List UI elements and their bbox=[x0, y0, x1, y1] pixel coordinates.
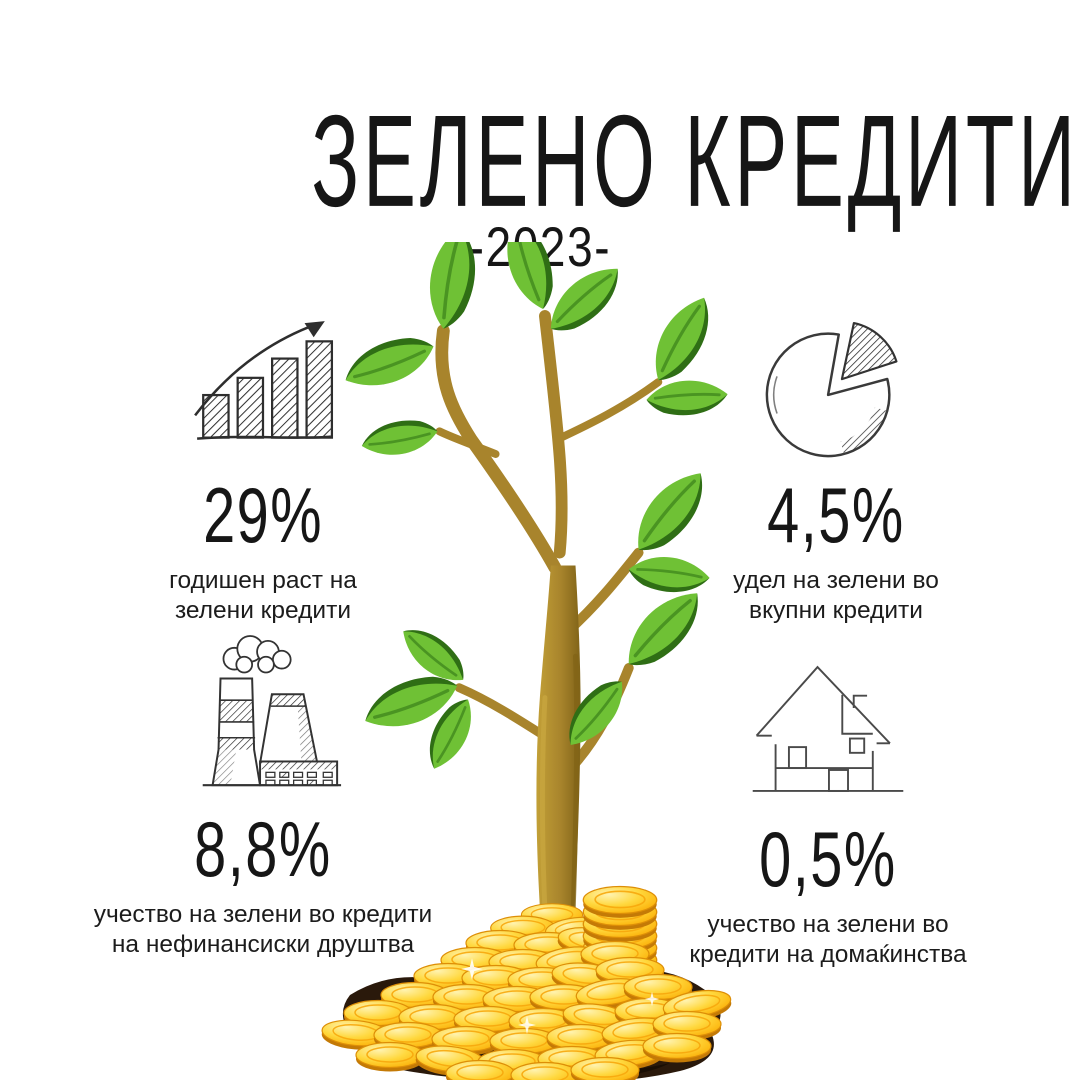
house-icon bbox=[747, 648, 909, 810]
stat-nonfinancial-companies: 8,8% учество на зелени во кредити на неф… bbox=[33, 634, 493, 961]
stat-households: 0,5% учество на зелени во кредити на дом… bbox=[628, 648, 1028, 971]
stat-share-of-total: 4,5% удел на зелени во вкупни кредити bbox=[636, 308, 1036, 627]
page-title-text: ЗЕЛЕНО КРЕДИТИРАЊЕ bbox=[311, 88, 1080, 235]
stat-value: 4,5% bbox=[767, 471, 905, 559]
stat-caption: удел на зелени во вкупни кредити bbox=[733, 567, 939, 625]
stat-value: 29% bbox=[203, 471, 323, 559]
stat-annual-growth: 29% годишен раст на зелени кредити bbox=[63, 314, 463, 627]
page-title: ЗЕЛЕНО КРЕДИТИРАЊЕ bbox=[0, 88, 1080, 235]
stat-value: 8,8% bbox=[194, 805, 332, 893]
stat-value: 0,5% bbox=[759, 815, 897, 903]
bar-chart-growth-icon bbox=[187, 314, 339, 466]
sapling-tree-illustration bbox=[343, 242, 734, 943]
stat-caption: годишен раст на зелени кредити bbox=[169, 567, 357, 625]
gold-coins-pile-illustration bbox=[320, 885, 734, 1080]
factory-icon bbox=[179, 634, 347, 800]
stat-caption: учество на зелени во кредити на домаќинс… bbox=[689, 911, 967, 969]
pie-chart-icon bbox=[757, 308, 915, 466]
stat-caption: учество на зелени во кредити на нефинанс… bbox=[93, 901, 433, 959]
